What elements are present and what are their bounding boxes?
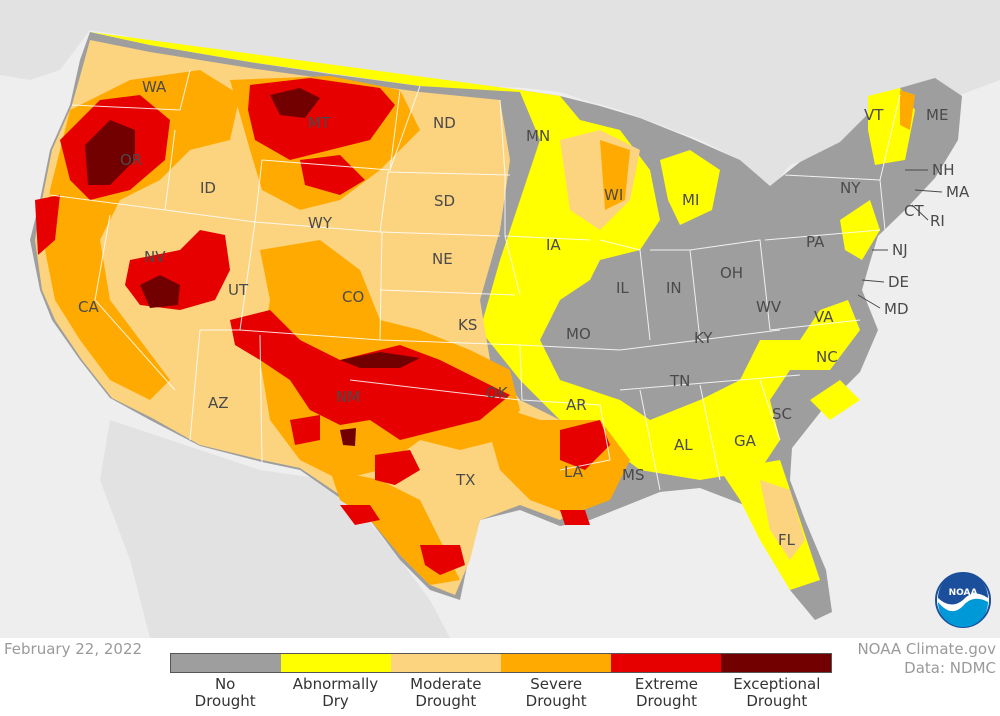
state-label-tn: TN (669, 372, 690, 390)
state-label-nm: NM (336, 388, 360, 406)
legend-swatch-extreme (611, 654, 721, 672)
legend-label-moderate: Moderate Drought (410, 675, 482, 710)
state-label-nj: NJ (892, 241, 908, 259)
state-label-nc: NC (816, 348, 838, 366)
state-borders (49, 69, 901, 491)
state-label-de: DE (888, 273, 909, 291)
state-label-pa: PA (806, 233, 825, 251)
legend-swatch-abnormally-dry (281, 654, 391, 672)
state-label-vt: VT (864, 106, 884, 124)
state-label-mi: MI (682, 191, 699, 209)
state-label-nh: NH (932, 161, 955, 179)
state-label-in: IN (666, 279, 682, 297)
legend-swatch-exceptional (721, 654, 831, 672)
credit-data: Data: NDMC (904, 659, 996, 677)
state-label-mo: MO (566, 325, 591, 343)
state-label-co: CO (342, 288, 364, 306)
state-label-az: AZ (208, 394, 229, 412)
legend-label-severe: Severe Drought (525, 675, 587, 710)
legend-swatch-moderate (391, 654, 501, 672)
state-label-nv: NV (144, 248, 166, 266)
state-label-ks: KS (458, 316, 477, 334)
state-label-me: ME (926, 106, 948, 124)
state-label-wi: WI (604, 186, 623, 204)
state-label-ma: MA (946, 183, 970, 201)
state-label-sc: SC (772, 405, 792, 423)
state-label-ct: CT (904, 202, 924, 220)
state-label-ms: MS (622, 466, 644, 484)
state-label-ny: NY (840, 179, 861, 197)
state-label-wv: WV (756, 298, 782, 316)
state-label-nd: ND (433, 114, 456, 132)
state-label-va: VA (814, 308, 834, 326)
state-label-ga: GA (734, 432, 757, 450)
state-labels: WA OR CA ID NV MT WY UT AZ CO NM ND SD N… (78, 78, 970, 549)
noaa-logo-text: NOAA (949, 588, 978, 598)
state-label-mn: MN (526, 127, 550, 145)
state-label-ia: IA (546, 236, 561, 254)
leader-lines (857, 169, 943, 309)
exceptional-drought-areas (85, 88, 420, 446)
state-label-fl: FL (778, 531, 796, 549)
state-label-ky: KY (694, 329, 713, 347)
state-label-ca: CA (78, 298, 99, 316)
legend-label-no-drought: No Drought (194, 675, 256, 710)
extreme-drought-areas (35, 78, 610, 575)
credit-block: NOAA Climate.gov Data: NDMC (857, 640, 996, 678)
state-label-ri: RI (930, 212, 945, 230)
state-label-md: MD (884, 300, 909, 318)
map-date: February 22, 2022 (4, 640, 143, 658)
state-label-wa: WA (142, 78, 167, 96)
state-label-sd: SD (434, 192, 455, 210)
state-label-ok: OK (486, 384, 509, 402)
legend-label-extreme: Extreme Drought (634, 675, 699, 710)
state-label-ar: AR (566, 396, 587, 414)
legend-bar (170, 653, 832, 673)
state-label-or: OR (120, 151, 142, 169)
legend-swatch-no-drought (171, 654, 281, 672)
state-label-ut: UT (228, 281, 249, 299)
state-label-ne: NE (432, 250, 453, 268)
state-label-mt: MT (308, 114, 331, 132)
legend-swatch-severe (501, 654, 611, 672)
state-label-id: ID (200, 179, 216, 197)
state-label-oh: OH (720, 264, 743, 282)
drought-map: WA OR CA ID NV MT WY UT AZ CO NM ND SD N… (0, 0, 1000, 638)
noaa-logo: NOAA (935, 572, 991, 628)
mexico-land (100, 420, 450, 638)
canada-land (0, 0, 1000, 190)
state-label-al: AL (674, 436, 693, 454)
credit-source: NOAA Climate.gov (857, 640, 996, 658)
legend-label-exceptional: Exceptional Drought (733, 675, 821, 710)
state-label-wy: WY (308, 214, 333, 232)
state-label-la: LA (564, 463, 584, 481)
state-label-il: IL (616, 279, 629, 297)
state-label-tx: TX (455, 471, 475, 489)
legend-labels: No Drought Abnormally Dry Moderate Drought … (170, 676, 832, 710)
legend-label-abnormally-dry: Abnormally Dry (292, 675, 379, 710)
